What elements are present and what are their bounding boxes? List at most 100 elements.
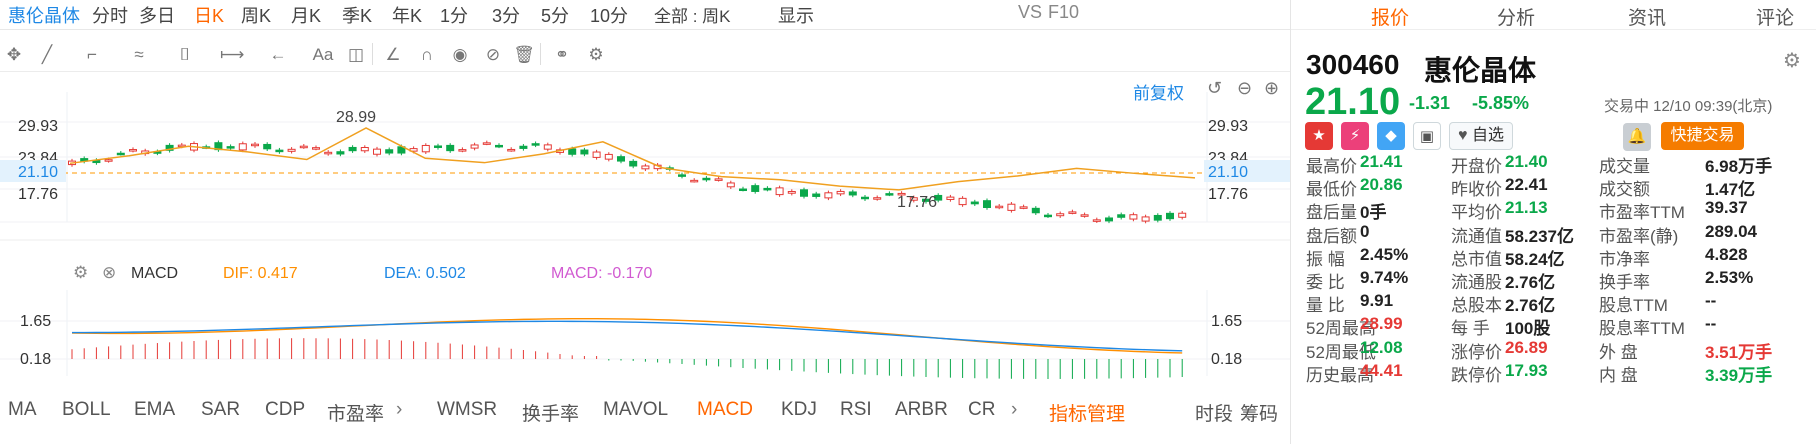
period-1-fen[interactable]: 1分 bbox=[440, 6, 469, 26]
angle-icon[interactable]: ∠ bbox=[385, 45, 401, 64]
period-10-fen[interactable]: 10分 bbox=[590, 6, 629, 26]
settings-icon[interactable]: ⚙ bbox=[588, 45, 604, 64]
candle-body bbox=[824, 192, 833, 199]
adjust-mode[interactable]: 前复权 bbox=[1133, 84, 1184, 103]
price-tick-right-1: 29.93 bbox=[1208, 118, 1248, 135]
tab-quote[interactable]: 报价 bbox=[1371, 8, 1410, 29]
candle-body bbox=[360, 147, 369, 152]
quote-value: 21.40 bbox=[1505, 152, 1548, 171]
watchlist-button[interactable]: ♥ 自选 bbox=[1449, 122, 1513, 150]
period-fen-shi[interactable]: 分时 bbox=[92, 6, 128, 26]
quote-label: 昨收价 bbox=[1451, 180, 1502, 200]
chip-tab[interactable]: 筹码 bbox=[1240, 404, 1279, 425]
period-nian-k[interactable]: 年K bbox=[392, 6, 423, 26]
fibonacci-icon[interactable]: ⌷ bbox=[179, 45, 191, 64]
indicator-arbr[interactable]: ARBR bbox=[895, 399, 948, 420]
zoom-out-icon[interactable]: ⊖ bbox=[1237, 78, 1253, 98]
line-tool-icon[interactable]: ╱ bbox=[41, 45, 53, 64]
quote-value: 9.74% bbox=[1360, 268, 1409, 287]
range-select[interactable]: 全部 : 周K bbox=[654, 7, 731, 26]
indicator-cr[interactable]: CR bbox=[968, 399, 996, 420]
zoom-in-icon[interactable]: ⊕ bbox=[1264, 78, 1280, 98]
time-tab[interactable]: 时段 bbox=[1195, 404, 1234, 425]
gear-icon[interactable]: ⚙ bbox=[1783, 50, 1801, 72]
kline-chart[interactable]: 28.99 17.76 29.93 23.84 21.10 17.76 29.9… bbox=[0, 76, 1290, 394]
macd-close-icon[interactable]: ⊗ bbox=[102, 263, 116, 282]
tag-icon[interactable]: ◆ bbox=[1377, 122, 1405, 150]
lightning-icon[interactable]: ⚡ bbox=[1341, 122, 1369, 150]
macd-settings-icon[interactable]: ⚙ bbox=[73, 263, 88, 282]
quote-value: 0手 bbox=[1360, 203, 1387, 223]
wave-tool-icon[interactable]: ≈ bbox=[134, 45, 144, 64]
period-yue-k[interactable]: 月K bbox=[291, 6, 322, 26]
indicator-ma[interactable]: MA bbox=[8, 399, 37, 420]
delete-icon[interactable]: 🗑 bbox=[513, 45, 535, 64]
indicator-manage[interactable]: 指标管理 bbox=[1049, 404, 1126, 425]
indicator-wmsr[interactable]: WMSR bbox=[437, 399, 498, 420]
chevron-right-icon[interactable]: › bbox=[396, 399, 403, 420]
indicator-boll[interactable]: BOLL bbox=[62, 399, 111, 420]
quote-value: 4.828 bbox=[1705, 244, 1748, 264]
tab-comments[interactable]: 评论 bbox=[1756, 8, 1795, 29]
candle-body bbox=[1031, 207, 1040, 214]
indicator-cdp[interactable]: CDP bbox=[265, 399, 306, 420]
drawing-toolbar: ✥ ╱ ⌐ ≈ ⌷ ⟼ ← Aa ◫ ∠ ∩ ◉ ⊘ 🗑 ⚭ ⚙ bbox=[0, 36, 1290, 72]
arrow-icon[interactable]: ← bbox=[269, 45, 287, 64]
polyline-tool-icon[interactable]: ⌐ bbox=[87, 45, 97, 64]
candle-body bbox=[1105, 217, 1113, 222]
candle-body bbox=[1153, 214, 1162, 221]
period-duo-ri[interactable]: 多日 bbox=[139, 6, 175, 26]
period-5-fen[interactable]: 5分 bbox=[541, 6, 570, 26]
candle-body bbox=[446, 144, 455, 152]
quote-label: 换手率 bbox=[1599, 273, 1650, 292]
indicator-mavol[interactable]: MAVOL bbox=[603, 399, 669, 420]
candle-body bbox=[763, 187, 772, 191]
bookmark-icon[interactable]: ▣ bbox=[1413, 122, 1441, 150]
display-menu[interactable]: 显示 bbox=[778, 6, 814, 26]
quote-value: 20.86 bbox=[1360, 175, 1403, 195]
text-tool-icon[interactable]: Aa bbox=[312, 45, 334, 64]
candle-body bbox=[922, 198, 930, 202]
indicator-macd[interactable]: MACD bbox=[697, 399, 753, 420]
candle-body bbox=[848, 191, 857, 196]
china-flag-icon[interactable]: ★ bbox=[1305, 122, 1333, 150]
indicator-pe[interactable]: 市盈率 bbox=[327, 404, 385, 425]
quote-label: 盘后额 bbox=[1306, 226, 1357, 246]
quote-label: 总市值 bbox=[1451, 249, 1502, 269]
vs-button[interactable]: VS bbox=[1018, 2, 1043, 22]
tab-analysis[interactable]: 分析 bbox=[1497, 8, 1536, 29]
bell-icon[interactable]: 🔔 bbox=[1623, 123, 1651, 151]
quick-trade-button[interactable]: 快捷交易 bbox=[1661, 122, 1744, 150]
indicator-rsi[interactable]: RSI bbox=[840, 399, 872, 420]
candle-body bbox=[1141, 216, 1150, 222]
chevron-right-icon-2[interactable]: › bbox=[1011, 399, 1018, 420]
quote-label: 股息率TTM bbox=[1599, 319, 1685, 339]
stock-name-link[interactable]: 惠伦晶体 bbox=[8, 6, 80, 26]
move-icon[interactable]: ✥ bbox=[6, 45, 22, 64]
f10-button[interactable]: F10 bbox=[1048, 2, 1080, 22]
candle-body bbox=[116, 152, 125, 156]
period-ji-k[interactable]: 季K bbox=[342, 6, 373, 26]
period-ri-k[interactable]: 日K bbox=[194, 6, 225, 26]
quote-label: 跌停价 bbox=[1451, 365, 1502, 385]
eye-icon[interactable]: ◉ bbox=[452, 45, 468, 64]
comment-icon[interactable]: ◫ bbox=[347, 45, 365, 64]
magnet-icon[interactable]: ∩ bbox=[420, 45, 434, 64]
candle-body bbox=[873, 197, 882, 200]
period-zhou-k[interactable]: 周K bbox=[241, 6, 272, 26]
hide-icon[interactable]: ⊘ bbox=[485, 45, 501, 64]
link-icon[interactable]: ⚭ bbox=[554, 45, 570, 64]
tab-news[interactable]: 资讯 bbox=[1628, 8, 1667, 29]
top-period-bar: 惠伦晶体 分时 多日 日K 周K 月K 季K 年K 1分 3分 5分 10分 全… bbox=[0, 0, 1290, 30]
quote-label: 52周最高 bbox=[1306, 319, 1376, 339]
range-tool-icon[interactable]: ⟼ bbox=[220, 45, 245, 64]
undo-icon[interactable]: ↺ bbox=[1207, 78, 1223, 98]
heart-icon: ♥ bbox=[1458, 127, 1468, 144]
quote-value: -- bbox=[1705, 291, 1717, 311]
indicator-turnover[interactable]: 换手率 bbox=[522, 404, 580, 425]
indicator-kdj[interactable]: KDJ bbox=[781, 399, 817, 420]
quote-value: 0 bbox=[1360, 221, 1370, 241]
indicator-sar[interactable]: SAR bbox=[201, 399, 241, 420]
indicator-ema[interactable]: EMA bbox=[134, 399, 176, 420]
period-3-fen[interactable]: 3分 bbox=[492, 6, 521, 26]
